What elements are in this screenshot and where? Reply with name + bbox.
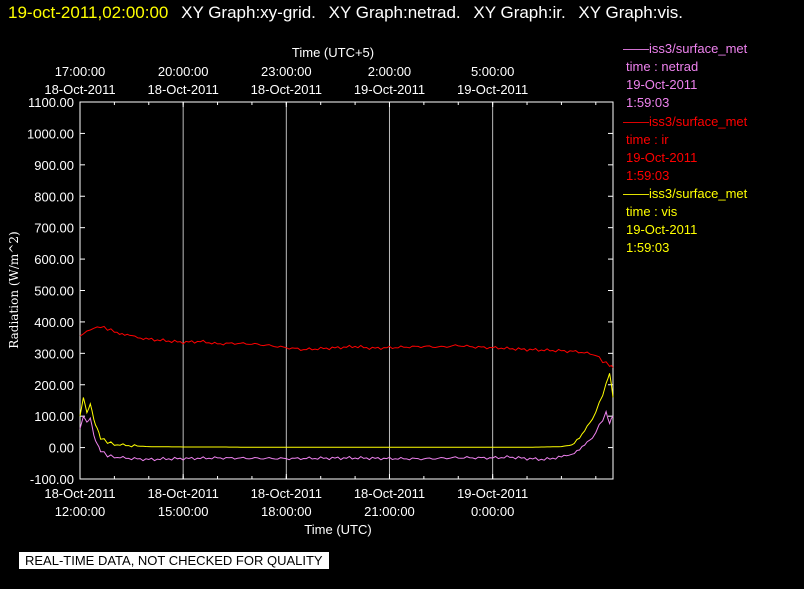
x-tick-label-date: 18-Oct-2011 [251,486,322,501]
header-graph-netrad: XY Graph:netrad. [328,3,461,22]
x-top-tick-label-time: 2:00:00 [368,64,411,79]
header-graph-vis: XY Graph:vis. [578,3,683,22]
legend-source: ——iss3/surface_met [623,186,748,201]
y-tick-label: 500.00 [34,284,74,299]
y-tick-label: 900.00 [34,158,74,173]
y-tick-label: 300.00 [34,346,74,361]
legend-time: 1:59:03 [626,168,670,183]
legend-date: 19-Oct-2011 [626,77,698,92]
x-axis-title-top: Time (UTC+5) [292,45,374,60]
legend-var: time : vis [626,204,678,219]
y-tick-label: -100.00 [30,472,74,487]
x-axis-title-bottom: Time (UTC) [304,522,371,537]
x-tick-label-date: 19-Oct-2011 [457,486,528,501]
x-tick-label-date: 18-Oct-2011 [354,486,425,501]
legend-time: 1:59:03 [626,240,670,255]
legend-source: ——iss3/surface_met [623,114,748,129]
y-tick-label: 600.00 [34,252,74,267]
x-top-tick-label-time: 20:00:00 [158,64,209,79]
disclaimer-label: REAL-TIME DATA, NOT CHECKED FOR QUALITY [19,552,329,569]
y-tick-label: 700.00 [34,221,74,236]
x-tick-label-time: 21:00:00 [364,504,415,519]
legend-date: 19-Oct-2011 [626,150,698,165]
x-top-tick-label-time: 17:00:00 [55,64,106,79]
chart-header: 19-oct-2011,02:00:00 XY Graph:xy-grid. X… [8,3,683,23]
legend-var: time : netrad [626,59,699,74]
y-tick-label: 1000.00 [27,126,74,141]
series-line-ir [79,325,614,368]
x-tick-label-time: 0:00:00 [471,504,514,519]
y-tick-label: 100.00 [34,409,74,424]
y-tick-label: 400.00 [34,315,74,330]
x-top-tick-label-time: 23:00:00 [261,64,312,79]
x-tick-label-time: 12:00:00 [55,504,106,519]
y-tick-label: 200.00 [34,378,74,393]
x-top-tick-label-date: 19-Oct-2011 [354,82,425,97]
series-line-netrad [79,409,614,462]
x-top-tick-label-date: 18-Oct-2011 [148,82,219,97]
x-top-tick-label-date: 18-Oct-2011 [251,82,322,97]
legend-date: 19-Oct-2011 [626,222,698,237]
y-tick-label: 1100.00 [28,95,74,110]
x-tick-label-time: 15:00:00 [158,504,209,519]
y-tick-label: 800.00 [34,189,74,204]
legend-source: ——iss3/surface_met [623,41,748,56]
y-tick-label: 0.00 [49,441,74,456]
y-axis-title: Radiation (W/m^2) [7,231,21,348]
plot-frame [79,101,614,480]
x-tick-label-date: 18-Oct-2011 [44,486,115,501]
legend-var: time : ir [626,132,669,147]
legend-time: 1:59:03 [626,95,670,110]
x-top-tick-label-time: 5:00:00 [471,64,514,79]
series-line-vis [79,373,614,448]
x-tick-label-time: 18:00:00 [261,504,312,519]
x-top-tick-label-date: 19-Oct-2011 [457,82,528,97]
header-graph-ir: XY Graph:ir. [473,3,566,22]
x-tick-label-date: 18-Oct-2011 [148,486,219,501]
header-timestamp: 19-oct-2011,02:00:00 [8,3,169,22]
x-top-tick-label-date: 18-Oct-2011 [44,82,115,97]
header-graph-xy-grid: XY Graph:xy-grid. [181,3,316,22]
